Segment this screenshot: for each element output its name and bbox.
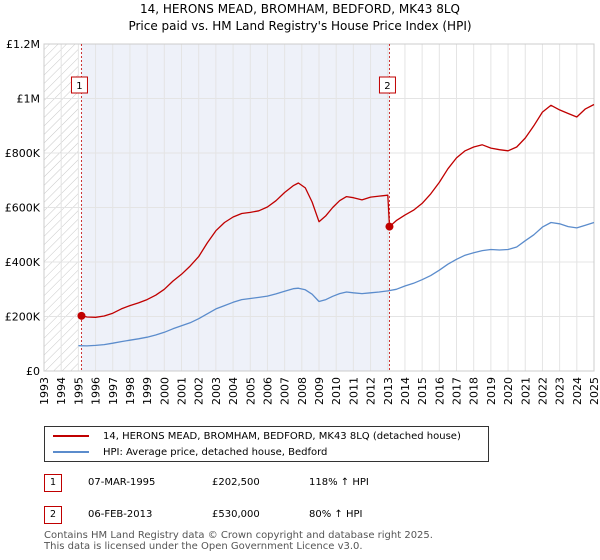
hpi-series-line: [78, 221, 595, 347]
y-tick-label: £1.2M: [6, 38, 40, 51]
x-tick-label: 2010: [330, 377, 343, 405]
x-tick-label: 1997: [107, 377, 120, 405]
chart-subtitle: Price paid vs. HM Land Registry's House …: [128, 19, 472, 33]
x-tick-label: 2017: [451, 377, 464, 405]
x-tick-label: 2004: [227, 377, 240, 405]
sale-price: £202,500: [212, 477, 260, 488]
legend-item-property: 14, HERONS MEAD, BROMHAM, BEDFORD, MK43 …: [53, 429, 461, 443]
x-tick-label: 2012: [365, 377, 378, 405]
legend-label-hpi: HPI: Average price, detached house, Bedf…: [103, 446, 328, 458]
x-tick-label: 1996: [90, 377, 103, 405]
x-tick-label: 2002: [193, 377, 206, 405]
sale-marker-badge: 2: [44, 506, 62, 524]
x-tick-label: 2015: [416, 377, 429, 405]
sale-hpi-change: 118% ↑ HPI: [309, 477, 369, 488]
x-tick-label: 2014: [399, 377, 412, 405]
chart-title: 14, HERONS MEAD, BROMHAM, BEDFORD, MK43 …: [140, 2, 460, 16]
price-chart: £0 £200K £400K £600K £800K £1M £1.2M 1993 1994 19…: [5, 38, 600, 405]
sale-price: £530,000: [212, 509, 260, 520]
x-tick-label: 2003: [210, 377, 223, 405]
sale-date: 07-MAR-1995: [88, 477, 156, 488]
x-tick-label: 2025: [588, 377, 600, 405]
legend-swatch-property: [53, 435, 89, 437]
x-tick-label: 2020: [502, 377, 515, 405]
y-tick-label: £400K: [5, 256, 41, 269]
x-tick-label: 1995: [72, 377, 85, 405]
x-tick-label: 2001: [176, 377, 189, 405]
footer-licence: This data is licensed under the Open Gov…: [44, 541, 363, 552]
footer-copyright: Contains HM Land Registry data © Crown c…: [44, 530, 433, 541]
sale-row: 1 07-MAR-1995 £202,500 118% ↑ HPI: [44, 474, 584, 494]
x-tick-label: 2016: [433, 377, 446, 405]
x-tick-label: 1999: [141, 377, 154, 405]
y-tick-label: £0: [26, 365, 40, 378]
y-tick-label: £200K: [5, 311, 41, 324]
sale-marker-label: 2: [384, 81, 390, 92]
sale-marker-badge: 1: [44, 474, 62, 492]
x-tick-label: 2022: [536, 377, 549, 405]
x-tick-label: 2018: [468, 377, 481, 405]
sale-point: [77, 311, 86, 320]
x-tick-label: 2021: [519, 377, 532, 405]
sale-row: 2 06-FEB-2013 £530,000 80% ↑ HPI: [44, 506, 584, 526]
x-tick-label: 2024: [571, 377, 584, 405]
sale-marker-box: [70, 76, 88, 94]
legend-swatch-hpi: [53, 451, 89, 453]
x-tick-label: 2008: [296, 377, 309, 405]
footer: Contains HM Land Registry data © Crown c…: [44, 530, 433, 552]
legend-label-property: 14, HERONS MEAD, BROMHAM, BEDFORD, MK43 …: [103, 430, 461, 442]
x-tick-label: 1994: [55, 377, 68, 405]
x-tick-label: 2000: [158, 377, 171, 405]
y-tick-label: £800K: [5, 147, 41, 160]
plot-border: [43, 43, 595, 372]
x-tick-label: 2009: [313, 377, 326, 405]
x-tick-label: 2013: [382, 377, 395, 405]
y-tick-label: £600K: [5, 202, 41, 215]
sale-point: [385, 222, 394, 231]
legend: 14, HERONS MEAD, BROMHAM, BEDFORD, MK43 …: [44, 426, 489, 462]
sale-marker-box: [378, 76, 396, 94]
legend-item-hpi: HPI: Average price, detached house, Bedf…: [53, 445, 327, 459]
property-series-line: [81, 103, 595, 318]
sale-marker-label: 1: [76, 81, 82, 92]
x-tick-label: 2023: [554, 377, 567, 405]
x-tick-label: 2019: [485, 377, 498, 405]
x-tick-label: 1998: [124, 377, 137, 405]
x-tick-label: 1993: [38, 377, 51, 405]
x-tick-label: 2007: [279, 377, 292, 405]
x-tick-label: 2011: [347, 377, 360, 405]
sale-hpi-change: 80% ↑ HPI: [309, 509, 363, 520]
y-tick-label: £1M: [17, 93, 41, 106]
x-tick-label: 2006: [261, 377, 274, 405]
sale-date: 06-FEB-2013: [88, 509, 153, 520]
x-tick-label: 2005: [244, 377, 257, 405]
